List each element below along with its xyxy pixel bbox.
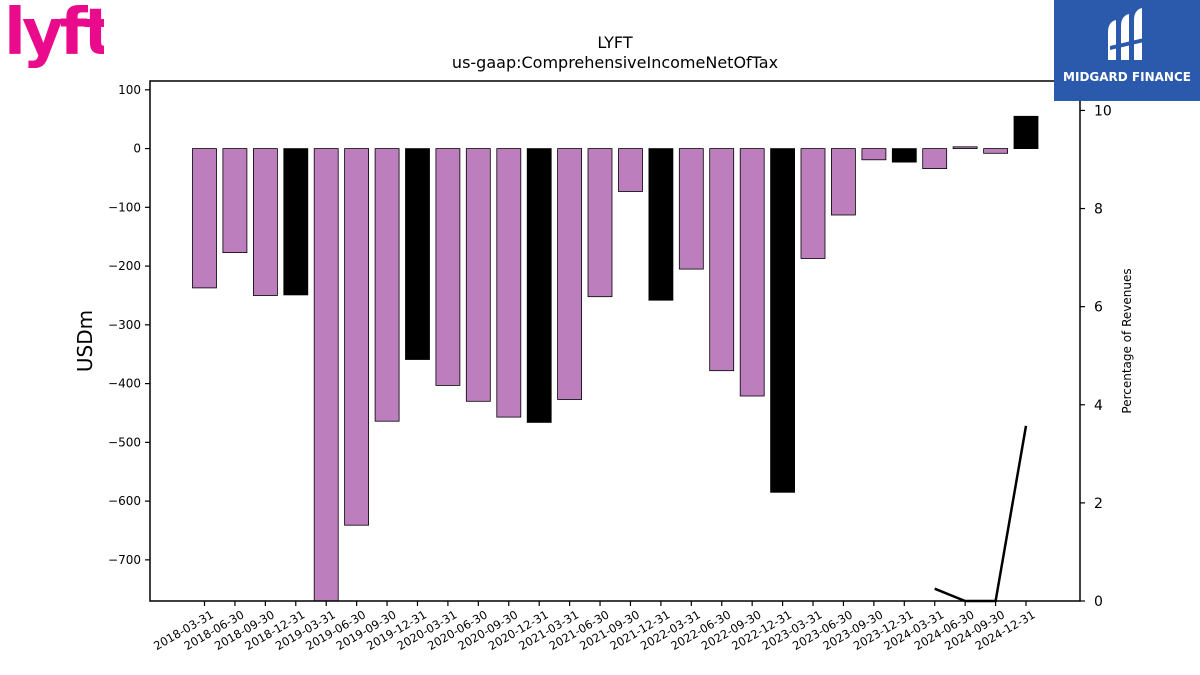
line-layer — [934, 425, 1028, 603]
bar-2023-06-30 — [831, 148, 856, 216]
bar-2022-09-30 — [739, 148, 765, 397]
plot-frame — [149, 80, 1081, 602]
bar-2021-06-30 — [587, 148, 613, 298]
bar-2019-12-31 — [405, 148, 430, 360]
y-tick-label: −600 — [108, 494, 141, 508]
y2-axis: 0 2 4 6 8 10 — [1080, 103, 1112, 610]
bar-2019-03-31 — [313, 148, 339, 602]
y2-tick-label: 8 — [1094, 202, 1103, 218]
y2-tick-label: 0 — [1094, 594, 1103, 610]
bar-2020-12-31 — [526, 148, 552, 423]
bar-2024-06-30 — [952, 146, 978, 150]
bar-2022-06-30 — [709, 148, 735, 372]
bar-2021-03-31 — [557, 148, 582, 400]
midgard-logo-text: MIDGARD FINANCE — [1063, 70, 1191, 84]
bar-2020-03-31 — [435, 148, 461, 386]
bars-layer — [192, 115, 1039, 602]
y-tick-label: −300 — [108, 318, 141, 332]
lyft-logo-text: lyft — [4, 2, 104, 70]
bar-2021-12-31 — [648, 148, 674, 301]
y-tick-label: −500 — [108, 435, 141, 449]
y2-tick-label: 10 — [1094, 103, 1112, 119]
chart-subtitle: us-gaap:ComprehensiveIncomeNetOfTax — [452, 53, 778, 72]
midgard-emblem-icon — [1108, 8, 1144, 60]
midgard-finance-logo: MIDGARD FINANCE — [1054, 0, 1200, 101]
y-tick-label: 100 — [118, 83, 141, 97]
bar-2022-12-31 — [770, 148, 795, 493]
y-axis: 100 0 −100 −200 −300 −400 −500 −600 −700 — [108, 83, 150, 567]
lyft-logo: lyft — [4, 2, 104, 70]
chart-title: LYFT — [597, 33, 632, 52]
x-axis: 2018-03-312018-06-302018-09-302018-12-31… — [151, 601, 1038, 653]
bar-2018-06-30 — [222, 148, 248, 254]
bar-2019-09-30 — [374, 148, 400, 422]
bar-2023-12-31 — [891, 148, 917, 163]
bar-2024-03-31 — [922, 148, 948, 170]
bar-2024-09-30 — [983, 148, 1008, 154]
y2-tick-label: 4 — [1094, 398, 1103, 414]
y-axis-label: USDm — [73, 310, 97, 372]
y-tick-label: −700 — [108, 553, 141, 567]
bar-2018-03-31 — [192, 148, 217, 289]
y2-tick-label: 6 — [1094, 300, 1103, 316]
y-tick-label: −100 — [108, 200, 141, 214]
y2-tick-label: 2 — [1094, 496, 1103, 512]
bar-2019-06-30 — [344, 148, 370, 526]
bar-2020-06-30 — [465, 148, 491, 402]
bar-2023-03-31 — [800, 148, 826, 259]
bar-2024-12-31 — [1013, 115, 1039, 150]
bar-2020-09-30 — [496, 148, 522, 418]
y-tick-label: −400 — [108, 377, 141, 391]
bar-2021-09-30 — [618, 148, 643, 192]
y2-axis-label: Percentage of Revenues — [1120, 268, 1134, 413]
y-tick-label: 0 — [133, 142, 141, 156]
bar-2018-12-31 — [283, 148, 309, 296]
revenue-pct-line — [934, 425, 1028, 603]
bar-2022-03-31 — [678, 148, 704, 270]
bar-2018-09-30 — [252, 148, 278, 296]
y-tick-label: −200 — [108, 259, 141, 273]
bar-2023-09-30 — [861, 148, 887, 161]
